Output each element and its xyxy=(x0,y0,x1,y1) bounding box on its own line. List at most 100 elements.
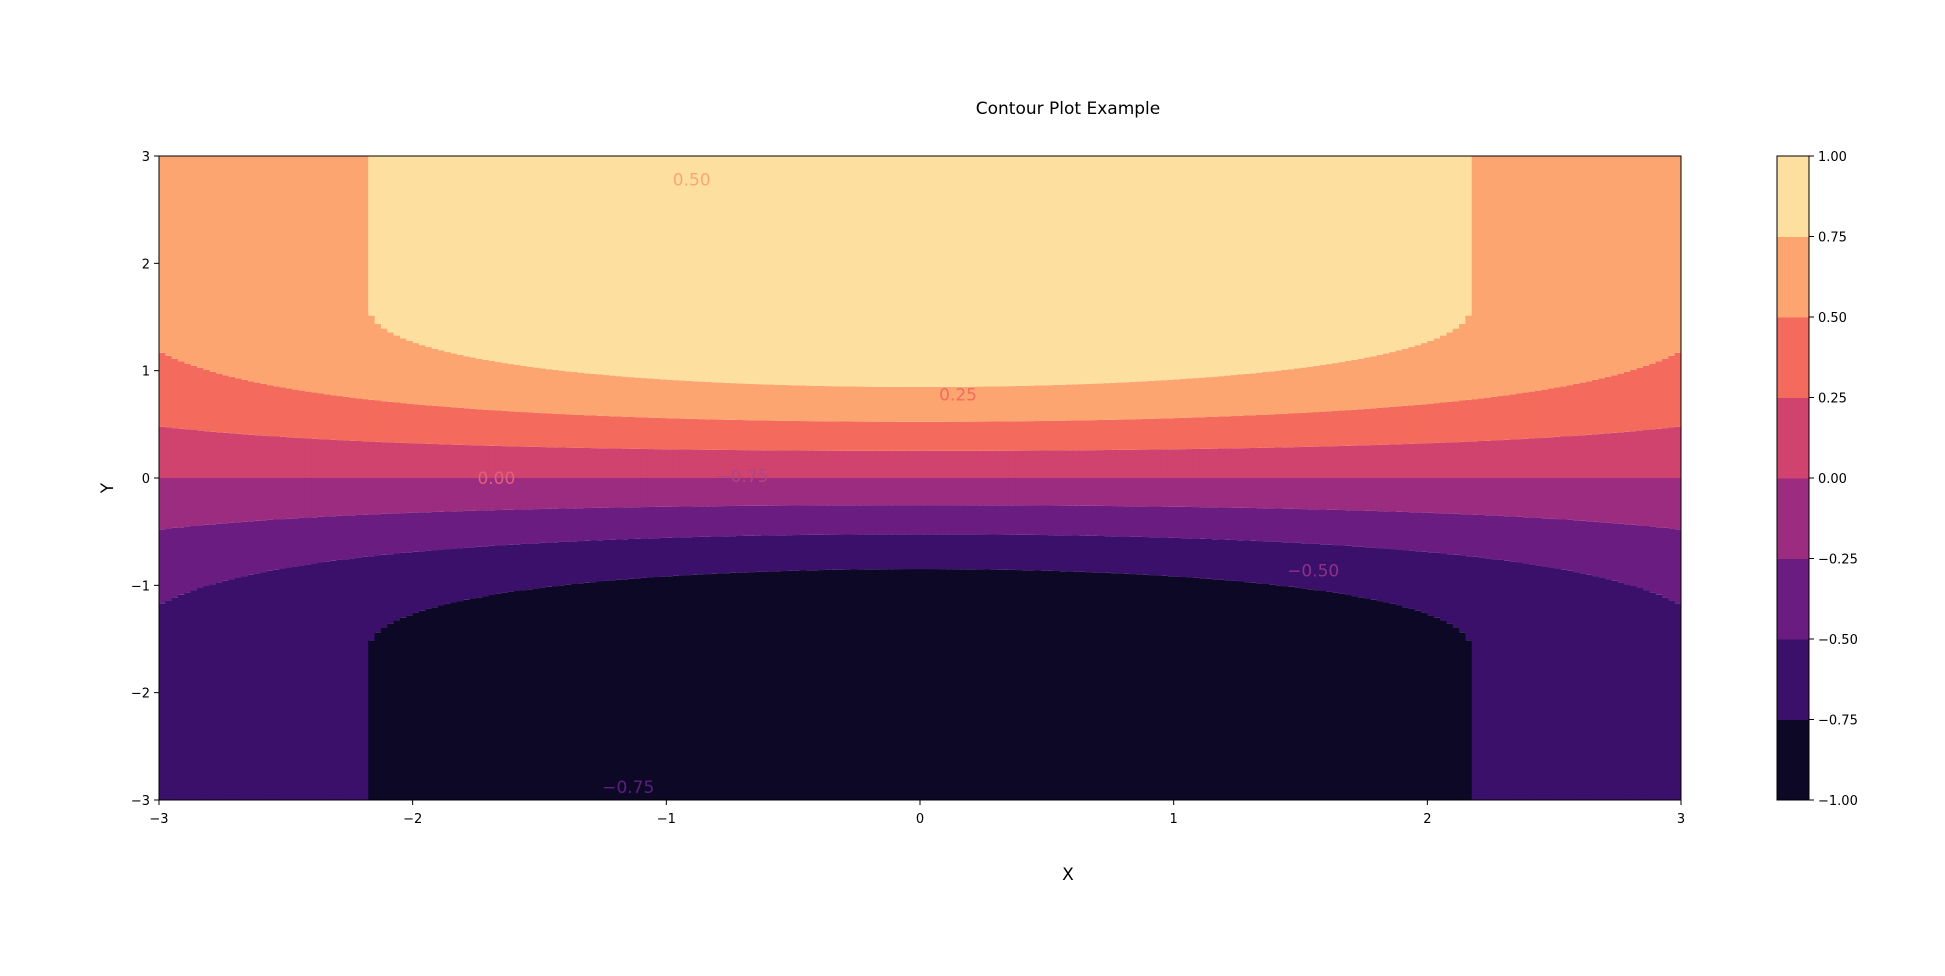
contour-band-cell xyxy=(1357,409,1365,446)
contour-band-cell xyxy=(824,450,832,478)
contour-band-cell xyxy=(1275,414,1283,448)
contour-band-cell xyxy=(1015,505,1023,535)
contour-band-cell xyxy=(989,534,997,570)
contour-band-cell xyxy=(1382,548,1390,603)
contour-band-cell xyxy=(818,421,826,451)
contour-band-cell xyxy=(1300,509,1308,544)
contour-band-cell xyxy=(539,508,547,543)
contour-band-cell xyxy=(824,421,832,451)
contour-band-cell xyxy=(1249,508,1257,541)
contour-band-cell xyxy=(856,569,864,800)
contour-band-cell xyxy=(558,585,566,800)
contour-band-cell xyxy=(178,478,185,528)
contour-band-cell xyxy=(1027,505,1035,535)
contour-band-cell xyxy=(1135,506,1143,537)
contour-band-cell xyxy=(1097,505,1105,536)
contour-band-cell xyxy=(1560,436,1568,478)
contour-band-cell xyxy=(1141,418,1149,450)
contour-band-cell xyxy=(837,478,845,506)
contour-band-cell xyxy=(1313,156,1321,366)
contour-band-cell xyxy=(1059,478,1067,506)
contour-band-cell xyxy=(1186,478,1194,507)
contour-band-cell xyxy=(387,623,395,800)
contour-band-cell xyxy=(951,478,959,506)
contour-band-cell xyxy=(1401,511,1409,551)
contour-band-cell xyxy=(539,156,547,369)
contour-band-cell xyxy=(222,432,230,478)
contour-band-cell xyxy=(888,505,896,535)
contour-band-cell xyxy=(1509,394,1517,440)
contour-band-cell xyxy=(406,552,414,616)
contour-band-cell xyxy=(387,478,395,514)
contour-band-cell xyxy=(438,478,445,512)
contour-band-cell xyxy=(1275,478,1283,509)
contour-band-cell xyxy=(216,523,224,583)
contour-band-cell xyxy=(653,538,661,578)
contour-band-cell xyxy=(526,446,534,478)
contour-band-cell xyxy=(920,450,927,478)
contour-band-cell xyxy=(939,156,946,387)
contour-band-cell xyxy=(869,534,877,570)
contour-band-cell xyxy=(1180,478,1187,507)
contour-band-cell xyxy=(184,526,192,593)
contour-band-cell xyxy=(1224,448,1232,478)
contour-band-cell xyxy=(577,156,585,373)
contour-band-cell xyxy=(1180,449,1187,478)
contour-band-cell xyxy=(406,156,414,341)
contour-band-cell xyxy=(399,617,407,800)
contour-band-cell xyxy=(1668,600,1676,800)
contour-band-cell xyxy=(900,450,908,478)
contour-band-cell xyxy=(1110,449,1118,478)
contour-band-cell xyxy=(577,447,585,478)
contour-band-cell xyxy=(1205,578,1213,800)
contour-band-cell xyxy=(920,569,927,800)
contour-band-cell xyxy=(824,386,832,422)
contour-band-cell xyxy=(1313,478,1321,510)
contour-band-cell xyxy=(1275,447,1283,478)
contour-band-cell xyxy=(1160,156,1168,381)
contour-band-cell xyxy=(1344,445,1352,478)
contour-band-cell xyxy=(691,418,699,450)
contour-band-cell xyxy=(755,505,763,536)
contour-band-cell xyxy=(1503,156,1511,396)
contour-band-cell xyxy=(1034,478,1042,506)
contour-band-cell xyxy=(900,505,908,535)
contour-band-cell xyxy=(564,156,572,372)
x-tick-label: 1 xyxy=(1170,812,1178,827)
contour-band-cell xyxy=(1547,478,1555,519)
contour-band-cell xyxy=(1573,383,1581,436)
contour-band-cell xyxy=(945,569,953,800)
contour-band-cell xyxy=(197,368,204,431)
contour-band-cell xyxy=(583,582,591,800)
contour-band-cell xyxy=(920,478,927,506)
contour-band-cell xyxy=(1154,537,1162,576)
contour-band-cell xyxy=(615,579,623,800)
contour-band-cell xyxy=(190,590,198,800)
contour-band-cell xyxy=(1623,431,1631,478)
contour-band-cell xyxy=(1053,478,1061,506)
contour-band-cell xyxy=(558,478,566,509)
contour-band-cell xyxy=(190,478,198,526)
contour-band-cell xyxy=(1154,156,1162,381)
contour-band-cell xyxy=(387,156,395,333)
contour-band-cell xyxy=(1579,382,1587,436)
contour-band-cell xyxy=(1668,427,1676,478)
contour-band-cell xyxy=(1053,535,1061,572)
contour-band-cell xyxy=(1154,575,1162,800)
contour-band-cell xyxy=(615,448,623,478)
contour-band-cell xyxy=(1116,573,1124,800)
contour-band-cell xyxy=(526,366,534,413)
contour-band-cell xyxy=(755,384,763,421)
contour-band-cell xyxy=(1459,156,1466,324)
contour-band-cell xyxy=(698,381,705,420)
contour-band-cell xyxy=(786,505,794,536)
contour-band-cell xyxy=(450,444,458,478)
contour-band-cell xyxy=(216,432,224,478)
contour-band-cell xyxy=(330,560,338,800)
contour-band-cell xyxy=(1585,521,1593,575)
contour-band-cell xyxy=(989,569,997,800)
contour-band-cell xyxy=(1598,478,1606,523)
contour-band-cell xyxy=(1440,335,1447,403)
contour-band-cell xyxy=(1332,592,1340,800)
contour-band-cell xyxy=(831,386,839,422)
